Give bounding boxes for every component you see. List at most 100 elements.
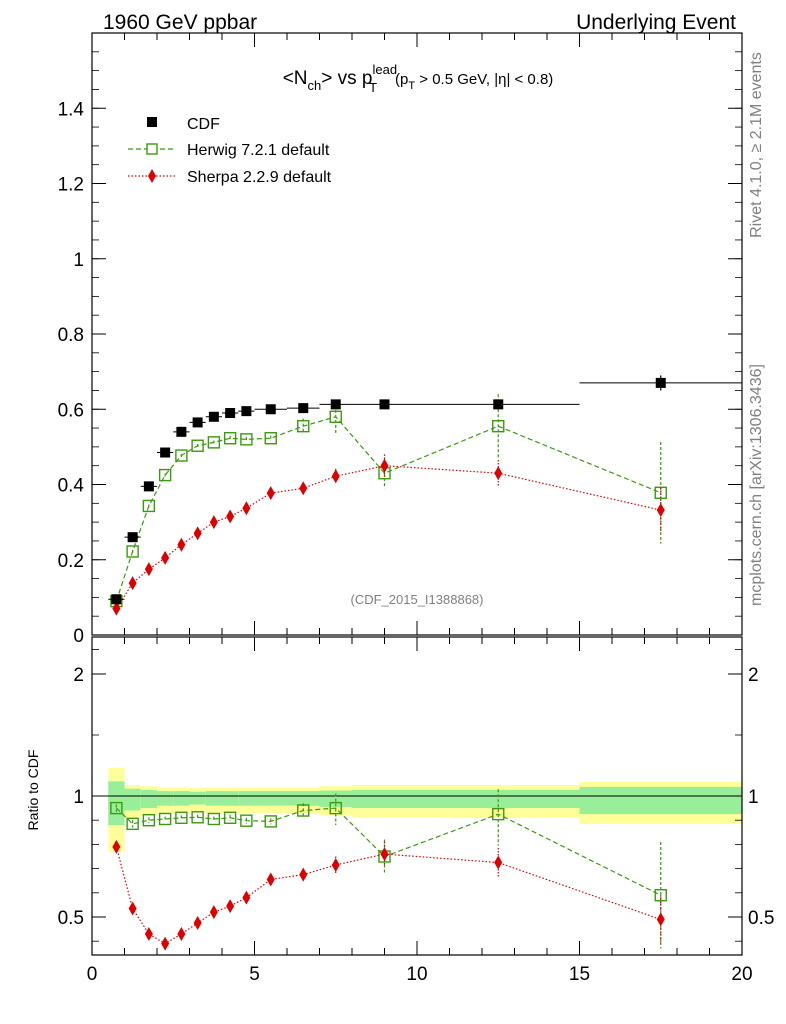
main-cdf-point-7 bbox=[225, 408, 236, 419]
ratio-sherpa-point-9 bbox=[266, 872, 275, 887]
ratio-ytick-label-right-1: 1 bbox=[748, 787, 759, 808]
band-inner-13 bbox=[417, 789, 580, 809]
band-inner-1 bbox=[124, 788, 141, 811]
ratio-xtick-label-1: 5 bbox=[249, 964, 260, 985]
legend-label-herwig: Herwig 7.2.1 default bbox=[187, 142, 330, 159]
main-herwig-line bbox=[115, 416, 661, 602]
ratio-ytick-label-right-2: 2 bbox=[748, 665, 759, 686]
ratio-sherpa-point-11 bbox=[331, 857, 340, 872]
ratio-sherpa-point-2 bbox=[144, 926, 153, 941]
ratio-sherpa-point-1 bbox=[128, 901, 137, 916]
legend-label-sherpa: Sherpa 2.2.9 default bbox=[187, 169, 332, 186]
main-ytick-label-2: 0.4 bbox=[58, 476, 85, 497]
analysis-watermark: (CDF_2015_I1388868) bbox=[351, 592, 484, 607]
main-sherpa-point-4 bbox=[177, 537, 186, 552]
ratio-sherpa-point-10 bbox=[299, 867, 308, 882]
main-sherpa-point-5 bbox=[193, 526, 202, 541]
ratio-herwig-point-4 bbox=[175, 811, 188, 824]
main-herwig-point-9 bbox=[264, 432, 277, 445]
ratio-herwig-point-1 bbox=[126, 817, 139, 831]
ratio-sherpa-point-5 bbox=[193, 916, 202, 931]
main-herwig-point-4 bbox=[175, 449, 188, 462]
ratio-herwig-point-0 bbox=[110, 801, 123, 815]
main-cdf-point-3 bbox=[160, 447, 171, 458]
ratio-series bbox=[110, 789, 667, 951]
main-herwig-point-11 bbox=[329, 410, 342, 423]
main-ytick-label-1: 0.2 bbox=[58, 551, 84, 572]
band-inner-4 bbox=[173, 791, 190, 806]
main-herwig-point-6 bbox=[207, 436, 221, 449]
band-inner-8 bbox=[238, 791, 255, 806]
ratio-ytick-label-left-1: 1 bbox=[73, 787, 84, 808]
main-cdf-point-14 bbox=[655, 377, 666, 388]
ratio-ytick-label-left-2: 2 bbox=[73, 665, 84, 686]
band-inner-6 bbox=[205, 791, 222, 806]
main-herwig-point-13 bbox=[492, 419, 505, 433]
ratio-herwig-point-14 bbox=[654, 889, 667, 902]
legend: CDF Herwig 7.2.1 default Sherpa 2.2.9 de… bbox=[128, 116, 332, 186]
ratio-herwig-point-9 bbox=[264, 815, 277, 828]
title-cut-c: | < 0.8) bbox=[506, 71, 553, 88]
band-inner-10 bbox=[287, 791, 320, 806]
main-ytick-label-7: 1.4 bbox=[58, 99, 85, 120]
band-inner-5 bbox=[189, 791, 206, 805]
main-herwig-point-3 bbox=[158, 468, 172, 482]
main-sherpa-point-3 bbox=[161, 550, 170, 565]
main-cdf-point-6 bbox=[208, 411, 219, 422]
main-sherpa-point-11 bbox=[331, 469, 340, 484]
main-cdf-point-5 bbox=[192, 417, 203, 428]
band-inner-12 bbox=[352, 789, 417, 809]
ratio-herwig-point-6 bbox=[207, 812, 221, 826]
main-sherpa-point-12 bbox=[380, 458, 389, 473]
ratio-herwig-point-8 bbox=[240, 814, 253, 827]
ratio-herwig-point-2 bbox=[142, 814, 156, 827]
ratio-herwig-point-5 bbox=[191, 811, 204, 824]
band-inner-9 bbox=[254, 791, 287, 806]
title-cut-eta: η bbox=[498, 71, 506, 88]
main-cdf-point-11 bbox=[330, 399, 341, 410]
main-herwig-point-10 bbox=[297, 419, 310, 433]
band-inner-2 bbox=[140, 789, 157, 809]
main-herwig-point-8 bbox=[240, 433, 253, 446]
main-sherpa-point-10 bbox=[299, 481, 308, 496]
plot-title: <Nch> vs plead T (pT > 0.5 GeV, |η| < 0.8) bbox=[283, 62, 554, 95]
legend-marker-sherpa bbox=[148, 169, 156, 183]
title-sup-lead: lead bbox=[373, 62, 398, 77]
title-cut-a: (p bbox=[395, 71, 408, 88]
main-sherpa-point-0 bbox=[112, 601, 121, 616]
main-ytick-label-4: 0.8 bbox=[58, 325, 84, 346]
main-series bbox=[108, 375, 742, 616]
main-cdf-point-13 bbox=[493, 399, 504, 410]
header-right: Underlying Event bbox=[576, 11, 736, 34]
ratio-sherpa-point-0 bbox=[112, 839, 121, 854]
title-open: <N bbox=[283, 68, 308, 89]
main-sherpa-point-2 bbox=[144, 562, 153, 577]
main-cdf-point-1 bbox=[127, 532, 138, 543]
ratio-sherpa-point-6 bbox=[209, 905, 218, 920]
main-cdf-point-12 bbox=[379, 399, 390, 410]
main-herwig-point-7 bbox=[223, 432, 237, 445]
axes: 0 0.2 0.4 0.6 0.8 1 1.2 1.4 0 5 10 15 20 0.5 0.5 1 1 2 2 bbox=[58, 32, 774, 985]
main-sherpa-point-9 bbox=[266, 486, 275, 501]
main-sherpa-point-1 bbox=[128, 576, 137, 591]
ratio-sherpa-point-13 bbox=[494, 855, 503, 870]
ratio-sherpa-point-14 bbox=[656, 912, 665, 927]
ratio-xtick-label-0: 0 bbox=[87, 964, 98, 985]
main-sherpa-point-7 bbox=[226, 509, 235, 524]
ratio-xtick-label-3: 15 bbox=[569, 964, 590, 985]
main-herwig-point-1 bbox=[126, 545, 139, 558]
ratio-xtick-label-2: 10 bbox=[406, 964, 427, 985]
title-cut-sub: T bbox=[408, 80, 415, 92]
band-inner-7 bbox=[222, 791, 239, 806]
main-cdf-point-4 bbox=[176, 426, 187, 437]
main-sherpa-point-8 bbox=[242, 501, 251, 516]
ratio-sherpa-point-12 bbox=[380, 847, 389, 862]
main-cdf-point-8 bbox=[241, 406, 252, 417]
legend-marker-herwig bbox=[146, 143, 158, 155]
ratio-ylabel: Ratio to CDF bbox=[25, 750, 41, 831]
ratio-herwig-point-10 bbox=[297, 804, 310, 817]
ratio-xtick-label-4: 20 bbox=[731, 964, 752, 985]
main-ytick-label-5: 1 bbox=[73, 250, 84, 271]
title-sub-t: T bbox=[369, 80, 377, 95]
